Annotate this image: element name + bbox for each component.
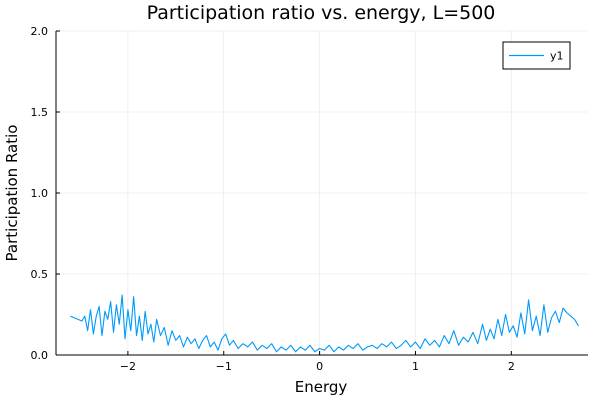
x-axis-label: Energy xyxy=(295,378,348,396)
x-tick-label: 0 xyxy=(316,360,323,373)
y-tick-label: 0.0 xyxy=(31,349,49,362)
x-tick-label: −1 xyxy=(216,360,232,373)
y-tick-label: 0.5 xyxy=(31,268,49,281)
legend: y1 xyxy=(502,41,571,70)
axes: −2 −1 0 1 2 0.0 0.5 1.0 1.5 2.0 xyxy=(31,25,588,373)
series-line-y1 xyxy=(70,294,579,353)
x-tick-label: 1 xyxy=(412,360,419,373)
chart-title: Participation ratio vs. energy, L=500 xyxy=(147,2,496,24)
y-tick-label: 1.0 xyxy=(31,187,49,200)
y-tick-label: 2.0 xyxy=(31,25,49,38)
y-tick-label: 1.5 xyxy=(31,106,49,119)
series-layer xyxy=(70,294,579,353)
legend-label-y1: y1 xyxy=(550,50,564,63)
x-tick-label: 2 xyxy=(508,360,515,373)
y-axis-label: Participation Ratio xyxy=(3,125,21,262)
x-tick-label: −2 xyxy=(120,360,136,373)
